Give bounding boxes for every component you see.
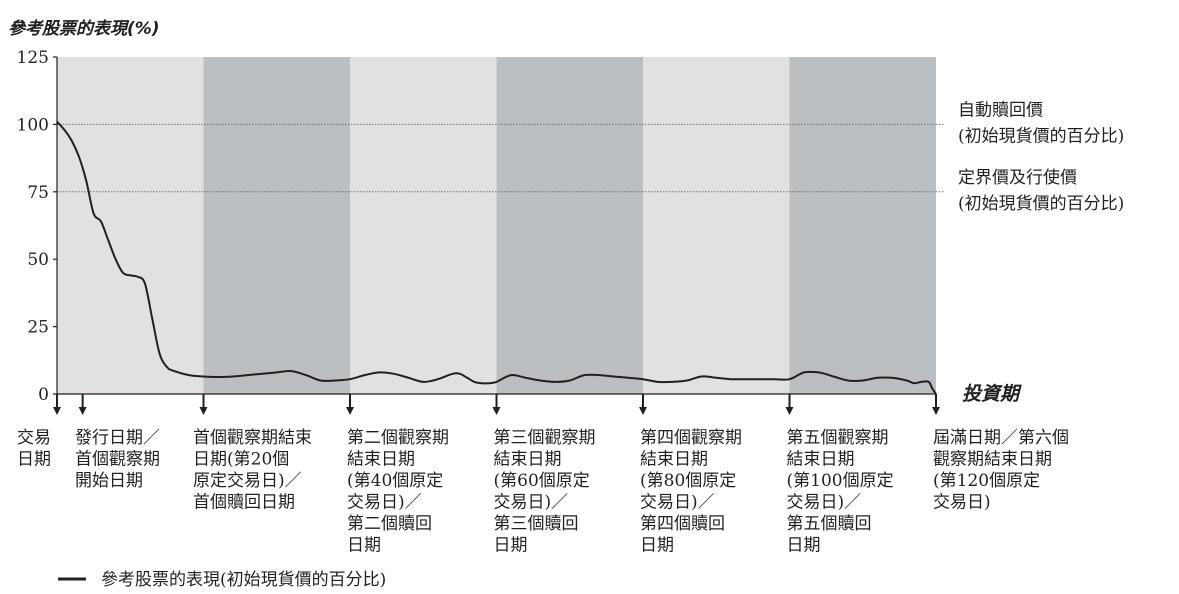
event-label-8-line-4: 交易日) xyxy=(933,493,991,513)
event-label-8-line-2: 觀察期結束日期 xyxy=(933,450,1052,470)
event-arrow-head-4 xyxy=(346,407,354,415)
event-label-5-line-5: 第三個贖回 xyxy=(494,514,579,534)
event-label-4-line-1: 第二個觀察期 xyxy=(347,428,449,448)
period-band-6 xyxy=(789,57,936,394)
reference-label-100-line-1: 自動贖回價 xyxy=(958,100,1043,120)
period-band-1 xyxy=(57,57,204,394)
observation-period-bands xyxy=(57,57,936,394)
event-label-6-line-2: 結束日期 xyxy=(640,450,708,470)
period-band-4 xyxy=(496,57,643,394)
event-label-8-line-1: 屆滿日期／第六個 xyxy=(933,428,1069,448)
event-label-4-line-2: 結束日期 xyxy=(347,450,415,470)
event-label-3-line-3: 原定交易日)／ xyxy=(193,471,302,491)
event-label-6-line-5: 第四個贖回 xyxy=(640,514,725,534)
event-label-2-line-1: 發行日期／ xyxy=(75,428,160,448)
y-tick-label-75: 75 xyxy=(27,183,49,203)
event-arrow-head-7 xyxy=(785,407,794,415)
event-label-4-line-3: (第40個原定 xyxy=(347,471,443,491)
event-label-7-line-2: 結束日期 xyxy=(787,450,855,470)
period-band-3 xyxy=(350,57,497,394)
y-tick-label-125: 125 xyxy=(17,48,49,68)
y-tick-label-50: 50 xyxy=(27,250,49,270)
event-label-3-line-1: 首個觀察期結束 xyxy=(193,428,312,448)
y-tick-label-100: 100 xyxy=(17,115,49,135)
y-tick-label-0: 0 xyxy=(38,385,49,405)
legend-label: 參考股票的表現(初始現貨價的百分比) xyxy=(101,570,386,590)
legend: 參考股票的表現(初始現貨價的百分比) xyxy=(58,570,386,590)
reference-lines: 自動贖回價 (初始現貨價的百分比) 定界價及行使價 (初始現貨價的百分比) xyxy=(57,100,1124,214)
event-arrow-head-2 xyxy=(78,407,87,415)
event-label-1-line-1: 交易 xyxy=(17,428,51,448)
event-arrow-head-6 xyxy=(639,407,647,415)
event-label-5-line-2: 結束日期 xyxy=(494,450,562,470)
event-label-6-line-4: 交易日)／ xyxy=(640,493,715,513)
event-label-5-line-4: 交易日)／ xyxy=(494,493,569,513)
event-label-2-line-2: 首個觀察期 xyxy=(75,450,160,470)
series-layer xyxy=(56,121,937,395)
event-label-4-line-6: 日期 xyxy=(347,536,381,556)
event-label-7-line-6: 日期 xyxy=(787,536,821,556)
y-axis: 0 25 50 75 100 125 xyxy=(17,48,58,405)
event-label-5-line-3: (第60個原定 xyxy=(494,471,590,491)
event-label-2-line-3: 開始日期 xyxy=(75,471,143,491)
event-arrow-head-5 xyxy=(492,407,501,415)
series-line-1 xyxy=(56,121,937,395)
event-label-6-line-6: 日期 xyxy=(640,536,674,556)
event-label-4-line-5: 第二個贖回 xyxy=(347,514,432,534)
event-label-3-line-2: 日期(第20個 xyxy=(193,450,289,470)
event-label-7-line-5: 第五個贖回 xyxy=(787,514,872,534)
event-label-5-line-1: 第三個觀察期 xyxy=(494,428,596,448)
y-tick-label-25: 25 xyxy=(27,318,49,338)
x-axis-label: 投資期 xyxy=(962,383,1022,405)
event-label-7-line-3: (第100個原定 xyxy=(787,471,894,491)
period-band-2 xyxy=(203,57,350,394)
event-arrow-head-8 xyxy=(932,407,940,415)
reference-label-100-line-2: (初始現貨價的百分比) xyxy=(958,126,1124,146)
event-label-8-line-3: (第120個原定 xyxy=(933,471,1040,491)
event-label-7-line-4: 交易日)／ xyxy=(787,493,862,513)
period-band-5 xyxy=(643,57,790,394)
event-label-3-line-4: 首個贖回日期 xyxy=(193,493,295,513)
reference-label-75-line-1: 定界價及行使價 xyxy=(958,167,1077,188)
event-label-1-line-2: 日期 xyxy=(17,450,51,470)
event-arrow-head-1 xyxy=(53,407,61,415)
event-label-6-line-3: (第80個原定 xyxy=(640,471,736,491)
event-arrow-head-3 xyxy=(199,407,208,415)
event-label-5-line-6: 日期 xyxy=(494,536,528,556)
reference-label-75-line-2: (初始現貨價的百分比) xyxy=(958,194,1124,214)
event-markers: 交易日期發行日期／首個觀察期開始日期首個觀察期結束日期(第20個原定交易日)／首… xyxy=(17,394,1069,556)
event-label-7-line-1: 第五個觀察期 xyxy=(787,428,889,448)
event-label-6-line-1: 第四個觀察期 xyxy=(640,428,742,448)
event-label-4-line-4: 交易日)／ xyxy=(347,493,422,513)
chart-title: 參考股票的表現(%) xyxy=(8,19,160,39)
